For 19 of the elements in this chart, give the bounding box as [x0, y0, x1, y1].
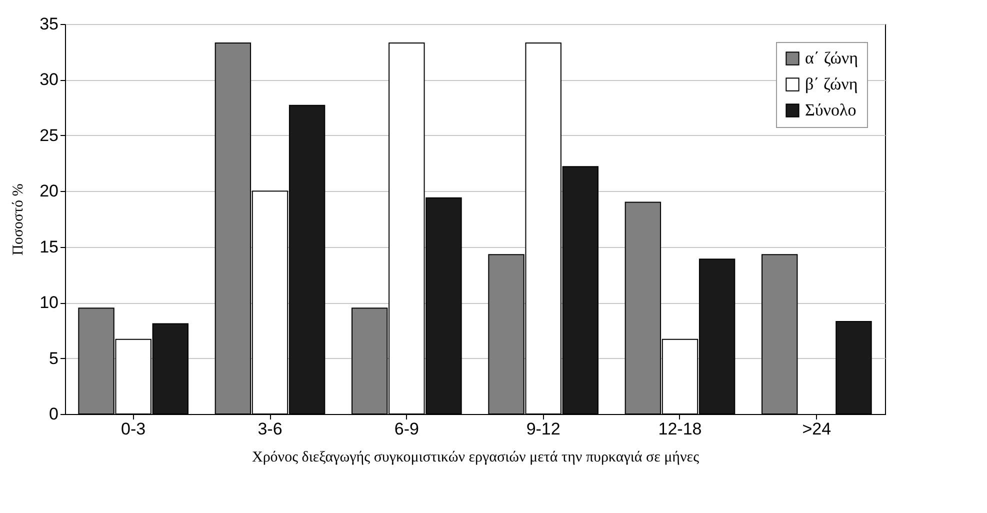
- legend-label: Σύνολο: [805, 100, 856, 120]
- x-tick-label: 12-18: [658, 420, 702, 438]
- x-tick-label: 3-6: [258, 420, 282, 438]
- x-tick-label: 9-12: [526, 420, 560, 438]
- y-tick-label: 10: [40, 293, 58, 312]
- y-tick-label: 5: [49, 348, 58, 368]
- y-tick-label: 0: [49, 404, 58, 424]
- legend-label: β΄ ζώνη: [805, 74, 858, 94]
- y-axis-title: Ποσοστό %: [10, 184, 27, 256]
- y-tick-label: 35: [40, 14, 58, 34]
- y-tick-label: 30: [40, 70, 58, 90]
- x-tick-label: 6-9: [394, 420, 419, 438]
- y-tick-label: 25: [40, 126, 58, 145]
- legend-label: α΄ ζώνη: [805, 48, 858, 68]
- y-tick-label: 15: [40, 237, 58, 256]
- x-tick-label: 0-3: [121, 420, 146, 438]
- x-axis-title: Χρόνος διεξαγωγής συγκομιστικών εργασιών μετά την πυρκαγιά σε μήνες: [252, 450, 700, 466]
- y-tick-label: 20: [40, 182, 58, 201]
- x-tick-label: >24: [802, 420, 832, 438]
